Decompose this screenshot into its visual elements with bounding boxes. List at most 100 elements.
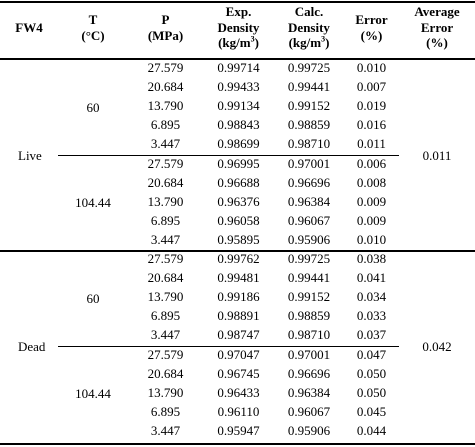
exp-density-cell: 0.96376 <box>217 193 260 209</box>
exp-density-cell: 0.97047 <box>217 346 260 362</box>
error-cell: 0.006 <box>356 155 387 171</box>
pressure-cell: 20.684 <box>147 270 184 286</box>
exp-density-cell: 0.96688 <box>217 174 260 190</box>
pressure-cell: 6.895 <box>150 308 181 324</box>
pressure-cell: 13.790 <box>147 384 184 400</box>
header-group: FW4 <box>15 20 43 35</box>
pressure-cell: 6.895 <box>150 403 181 419</box>
header-error: Error (%) <box>355 12 388 43</box>
error-cell: 0.033 <box>356 308 387 324</box>
header-temperature: T (°C) <box>81 12 105 43</box>
error-cell: 0.044 <box>356 422 387 438</box>
header-calc-density: Calc. Density (kg/m3) <box>288 4 330 50</box>
average-error-cell: 0.042 <box>422 338 452 354</box>
calc-density-cell: 0.99725 <box>287 60 331 75</box>
calc-density-cell: 0.99441 <box>287 79 331 95</box>
error-cell: 0.037 <box>356 327 387 343</box>
header-average-error: Average Error (%) <box>414 4 460 50</box>
pressure-cell: 6.895 <box>150 212 181 228</box>
calc-density-cell: 0.99152 <box>287 98 331 114</box>
exp-density-cell: 0.99762 <box>217 251 260 266</box>
error-cell: 0.038 <box>356 251 387 266</box>
error-cell: 0.050 <box>356 365 387 381</box>
error-cell: 0.041 <box>356 270 387 286</box>
exp-density-cell: 0.98843 <box>217 117 260 133</box>
calc-density-cell: 0.96696 <box>287 174 331 190</box>
pressure-cell: 27.579 <box>147 346 184 362</box>
group-label: Live <box>18 147 42 163</box>
error-cell: 0.010 <box>356 60 387 75</box>
error-cell: 0.011 <box>357 136 386 152</box>
error-cell: 0.007 <box>356 79 387 95</box>
group-label: Dead <box>18 338 46 354</box>
calc-density-cell: 0.96067 <box>287 212 331 228</box>
calc-density-cell: 0.99152 <box>287 289 331 305</box>
pressure-cell: 20.684 <box>147 79 184 95</box>
temperature-block-rule <box>58 345 399 347</box>
calc-density-cell: 0.96067 <box>287 403 331 419</box>
error-cell: 0.009 <box>356 212 387 228</box>
exp-density-cell: 0.99481 <box>217 270 260 286</box>
error-cell: 0.047 <box>356 346 387 362</box>
error-cell: 0.034 <box>356 289 387 305</box>
calc-density-cell: 0.98859 <box>287 308 331 324</box>
pressure-cell: 13.790 <box>147 193 184 209</box>
top-rule <box>0 1 475 3</box>
exp-density-cell: 0.96995 <box>217 155 260 171</box>
exp-density-cell: 0.96745 <box>217 365 260 381</box>
calc-density-cell: 0.99441 <box>287 270 331 286</box>
exp-density-cell: 0.96058 <box>217 212 260 228</box>
exp-density-cell: 0.99134 <box>217 98 260 114</box>
pressure-cell: 13.790 <box>147 289 184 305</box>
exp-density-cell: 0.99714 <box>217 60 260 75</box>
bottom-rule <box>0 443 475 445</box>
pressure-cell: 3.447 <box>150 136 181 152</box>
pressure-cell: 3.447 <box>150 327 181 343</box>
pressure-cell: 6.895 <box>150 117 181 133</box>
pressure-cell: 20.684 <box>147 365 184 381</box>
calc-density-cell: 0.97001 <box>287 346 331 362</box>
calc-density-cell: 0.95906 <box>287 231 331 247</box>
exp-density-cell: 0.98747 <box>217 327 260 343</box>
exp-density-cell: 0.96433 <box>217 384 260 400</box>
exp-density-cell: 0.99433 <box>217 79 260 95</box>
calc-density-cell: 0.98859 <box>287 117 331 133</box>
pressure-cell: 20.684 <box>147 174 184 190</box>
exp-density-cell: 0.95895 <box>217 231 260 247</box>
temperature-cell: 104.44 <box>75 195 111 211</box>
temperature-cell: 104.44 <box>75 386 111 402</box>
pressure-cell: 13.790 <box>147 98 184 114</box>
temperature-block-rule <box>58 154 399 156</box>
exp-density-cell: 0.96110 <box>217 403 260 419</box>
pressure-cell: 27.579 <box>147 155 184 171</box>
pressure-cell: 27.579 <box>147 251 184 266</box>
error-cell: 0.019 <box>356 98 387 114</box>
calc-density-cell: 0.96384 <box>287 384 331 400</box>
header-exp-density: Exp. Density (kg/m3) <box>217 4 260 50</box>
temperature-cell: 60 <box>86 290 100 306</box>
calc-density-cell: 0.99725 <box>287 251 331 266</box>
group-rule <box>0 250 475 252</box>
error-cell: 0.010 <box>356 231 387 247</box>
header-rule <box>0 58 475 60</box>
pressure-cell: 3.447 <box>150 231 181 247</box>
pressure-cell: 27.579 <box>147 60 184 75</box>
calc-density-cell: 0.96696 <box>287 365 331 381</box>
exp-density-cell: 0.98891 <box>217 308 260 324</box>
pressure-cell: 3.447 <box>150 422 181 438</box>
exp-density-cell: 0.99186 <box>217 289 260 305</box>
error-cell: 0.008 <box>356 174 387 190</box>
calc-density-cell: 0.96384 <box>287 193 331 209</box>
average-error-cell: 0.011 <box>422 147 452 163</box>
calc-density-cell: 0.98710 <box>287 136 331 152</box>
error-cell: 0.045 <box>356 403 387 419</box>
calc-density-cell: 0.98710 <box>287 327 331 343</box>
calc-density-cell: 0.95906 <box>287 422 331 438</box>
exp-density-cell: 0.98699 <box>217 136 260 152</box>
calc-density-cell: 0.97001 <box>287 155 331 171</box>
exp-density-cell: 0.95947 <box>217 422 260 438</box>
error-cell: 0.050 <box>356 384 387 400</box>
error-cell: 0.009 <box>356 193 387 209</box>
error-cell: 0.016 <box>356 117 387 133</box>
